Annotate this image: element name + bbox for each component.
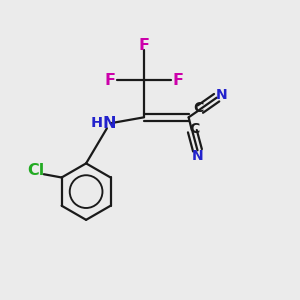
Text: F: F (139, 38, 150, 53)
Text: Cl: Cl (27, 163, 44, 178)
Text: C: C (190, 122, 200, 136)
Text: N: N (216, 88, 228, 102)
Text: F: F (105, 73, 116, 88)
Text: N: N (192, 149, 203, 163)
Text: H: H (90, 116, 102, 130)
Text: F: F (172, 73, 183, 88)
Text: C: C (194, 101, 204, 116)
Text: N: N (103, 116, 116, 131)
